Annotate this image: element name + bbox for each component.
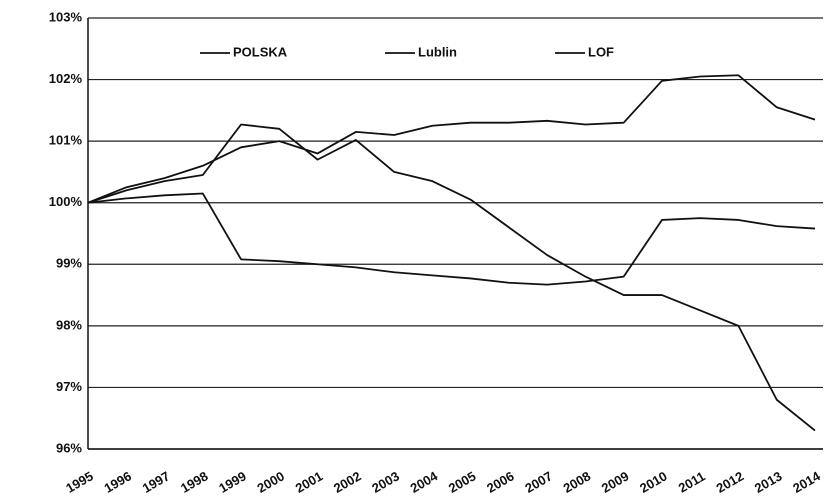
x-tick-label: 1997 bbox=[140, 468, 173, 495]
x-tick-label: 2014 bbox=[790, 468, 823, 496]
legend-label: LOF bbox=[588, 44, 614, 59]
x-tick-label: 1999 bbox=[216, 468, 249, 495]
y-tick-label: 102% bbox=[49, 71, 83, 86]
x-tick-label: 2005 bbox=[446, 468, 479, 495]
y-tick-label: 97% bbox=[56, 379, 82, 394]
x-tick-label: 2011 bbox=[676, 469, 708, 496]
y-tick-label: 101% bbox=[49, 133, 83, 148]
x-tick-label: 2004 bbox=[408, 468, 441, 496]
series-line bbox=[87, 74, 816, 204]
x-tick-label: 2001 bbox=[293, 468, 326, 495]
y-tick-label: 99% bbox=[56, 256, 82, 271]
x-tick-label: 2007 bbox=[522, 468, 555, 495]
x-tick-label: 1998 bbox=[178, 468, 211, 495]
y-tick-label: 103% bbox=[49, 9, 83, 24]
legend-label: Lublin bbox=[418, 44, 457, 59]
x-tick-label: 2002 bbox=[331, 468, 364, 495]
y-tick-label: 98% bbox=[56, 317, 82, 332]
x-tick-label: 2009 bbox=[599, 468, 632, 495]
y-tick-label: 96% bbox=[56, 440, 82, 455]
x-tick-label: 2008 bbox=[561, 468, 594, 495]
x-tick-label: 1996 bbox=[101, 468, 134, 495]
x-tick-label: 2010 bbox=[637, 468, 670, 495]
x-tick-label: 2013 bbox=[752, 468, 785, 495]
x-tick-label: 2006 bbox=[484, 468, 517, 495]
x-tick-label: 2000 bbox=[255, 468, 288, 495]
x-tick-label: 2012 bbox=[714, 468, 747, 495]
legend-label: POLSKA bbox=[233, 44, 288, 59]
series-line bbox=[87, 123, 816, 432]
x-tick-label: 1995 bbox=[63, 468, 96, 495]
x-tick-label: 2003 bbox=[369, 468, 402, 495]
y-tick-label: 100% bbox=[49, 194, 83, 209]
series-line bbox=[87, 192, 816, 286]
